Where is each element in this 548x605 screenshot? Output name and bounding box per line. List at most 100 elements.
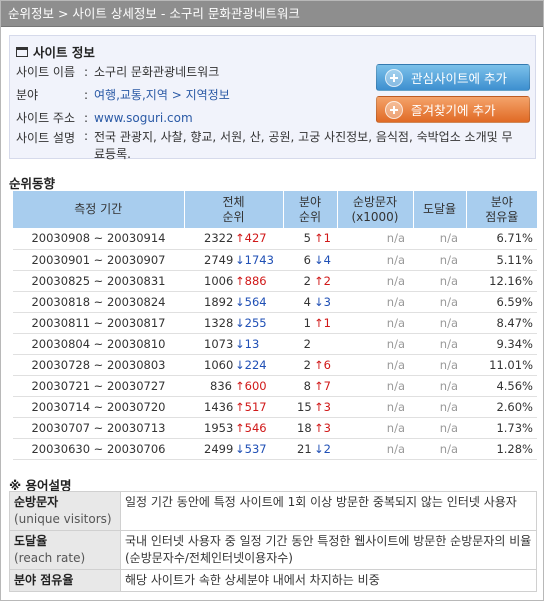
period-cell: 20030707 ~ 20030713 [13, 417, 184, 439]
total-rank-change: ↑600 [235, 378, 267, 393]
ranking-table: 측정 기간 전체 순위 분야 순위 순방문자 (x1000) 도달율 분야 점유율 20… [13, 191, 537, 460]
site-name-row: 사이트 이름: 소구리 문화관광네트워크 [16, 63, 219, 80]
table-row: 20030811 ~ 20030817 1328 ↓255 1 ↑1 n/a n/a 8.47… [13, 312, 537, 334]
category-arrow: > [171, 88, 182, 102]
field-rank-cell: 1 ↑1 [283, 312, 337, 334]
field-rank-cell: 21 ↓2 [283, 438, 337, 460]
field-rank-cell: 15 ↑3 [283, 396, 337, 418]
reach-cell: n/a [413, 291, 466, 313]
total-rank-cell: 1953 ↑546 [184, 417, 283, 439]
add-interest-site-button[interactable]: 관심사이트에 추가 [376, 64, 530, 91]
field-rank-change: ↑1 [314, 231, 331, 246]
table-row: 20030721 ~ 20030727 836 ↑600 8 ↑7 n/a n/a 4.56% [13, 375, 537, 397]
glossary-term: 순방문자 (unique visitors) [9, 491, 121, 531]
field-rank-change: ↑3 [314, 399, 331, 414]
header-share: 분야 점유율 [466, 191, 537, 228]
share-cell: 4.56% [466, 375, 537, 397]
glossary-term: 도달율 (reach rate) [9, 530, 121, 570]
share-cell: 6.59% [466, 291, 537, 313]
table-row: 20030630 ~ 20030706 2499 ↓537 21 ↓2 n/a n/a 1.2… [13, 438, 537, 460]
period-cell: 20030908 ~ 20030914 [13, 228, 184, 250]
total-rank-cell: 1328 ↓255 [184, 312, 283, 334]
total-rank-change: ↓255 [235, 315, 267, 330]
total-rank-cell: 2499 ↓537 [184, 438, 283, 460]
reach-cell: n/a [413, 375, 466, 397]
field-rank-cell: 5 ↑1 [283, 228, 337, 250]
field-rank-change: ↑3 [314, 420, 331, 435]
share-cell: 12.16% [466, 270, 537, 292]
breadcrumb: 순위정보 > 사이트 상세정보 - 소구리 문화관광네트워크 [1, 1, 543, 27]
site-info-title: 사이트 정보 [16, 42, 95, 61]
plus-icon [385, 100, 403, 119]
reach-cell: n/a [413, 333, 466, 355]
add-interest-site-label: 관심사이트에 추가 [411, 71, 507, 86]
header-field-rank: 분야 순위 [283, 191, 338, 228]
share-cell: 8.47% [466, 312, 537, 334]
period-cell: 20030804 ~ 20030810 [13, 333, 184, 355]
category-sub-link[interactable]: 지역정보 [185, 88, 230, 102]
field-rank-change: ↑6 [314, 357, 331, 372]
period-cell: 20030901 ~ 20030907 [13, 249, 184, 271]
site-name-label: 사이트 이름 [16, 65, 76, 79]
field-rank-cell: 6 ↓4 [283, 249, 337, 271]
ranking-header-row: 측정 기간 전체 순위 분야 순위 순방문자 (x1000) 도달율 분야 점유율 [13, 191, 537, 228]
share-cell: 6.71% [466, 228, 537, 250]
url-label: 사이트 주소 [16, 111, 76, 125]
glossary-term: 분야 점유율 [9, 569, 121, 592]
total-rank-cell: 2749 ↓1743 [184, 249, 283, 271]
glossary-title: ※ 용어설명 [9, 478, 72, 493]
table-row: 20030714 ~ 20030720 1436 ↑517 15 ↑3 n/a n/a 2.6… [13, 396, 537, 418]
share-cell: 9.34% [466, 333, 537, 355]
total-rank-change: ↑546 [235, 420, 267, 435]
site-url-link[interactable]: www.soguri.com [94, 111, 193, 125]
field-rank-cell: 2 ↑6 [283, 354, 337, 376]
total-rank-cell: 1060 ↓224 [184, 354, 283, 376]
field-rank-change: ↓2 [314, 441, 331, 456]
table-row: 20030818 ~ 20030824 1892 ↓564 4 ↓3 n/a n/a 6.59… [13, 291, 537, 313]
site-info-title-text: 사이트 정보 [33, 45, 95, 60]
reach-cell: n/a [413, 417, 466, 439]
visitors-cell: n/a [337, 333, 413, 355]
plus-icon [385, 68, 403, 87]
reach-cell: n/a [413, 354, 466, 376]
total-rank-cell: 1436 ↑517 [184, 396, 283, 418]
total-rank-change: ↓537 [235, 441, 267, 456]
total-rank-change: ↑517 [235, 399, 267, 414]
period-cell: 20030721 ~ 20030727 [13, 375, 184, 397]
separator: : [84, 129, 89, 143]
field-rank-change: ↓4 [314, 252, 331, 267]
total-rank-change: ↓13 [235, 336, 260, 351]
site-info-panel: 사이트 정보 사이트 이름: 소구리 문화관광네트워크 분야: 여행,교통,지역 >… [9, 35, 536, 161]
reach-cell: n/a [413, 228, 466, 250]
glossary-row: 분야 점유율 해당 사이트가 속한 상세분야 내에서 차지하는 비중 [9, 569, 537, 592]
total-rank-change: ↓564 [235, 294, 267, 309]
description-value: 전국 관광지, 사찰, 향교, 서원, 산, 공원, 고궁 사진정보, 음식점,… [94, 130, 513, 161]
category-main-link[interactable]: 여행,교통,지역 [94, 88, 168, 102]
field-rank-change: ↑2 [314, 273, 331, 288]
field-rank-change: ↑1 [314, 315, 331, 330]
visitors-cell: n/a [337, 438, 413, 460]
period-cell: 20030811 ~ 20030817 [13, 312, 184, 334]
visitors-cell: n/a [337, 270, 413, 292]
total-rank-cell: 1073 ↓13 [184, 333, 283, 355]
period-cell: 20030630 ~ 20030706 [13, 438, 184, 460]
visitors-cell: n/a [337, 291, 413, 313]
period-cell: 20030714 ~ 20030720 [13, 396, 184, 418]
glossary-definition: 국내 인터넷 사용자 중 일정 기간 동안 특정한 웹사이트에 방문한 순방문자… [120, 530, 537, 570]
field-rank-cell: 4 ↓3 [283, 291, 337, 313]
share-cell: 11.01% [466, 354, 537, 376]
category-row: 분야: 여행,교통,지역 > 지역정보 [16, 86, 230, 103]
header-period: 측정 기간 [13, 191, 185, 228]
total-rank-cell: 1892 ↓564 [184, 291, 283, 313]
separator: : [84, 65, 89, 79]
share-cell: 1.73% [466, 417, 537, 439]
table-row: 20030707 ~ 20030713 1953 ↑546 18 ↑3 n/a n/a 1.7… [13, 417, 537, 439]
reach-cell: n/a [413, 249, 466, 271]
share-cell: 2.60% [466, 396, 537, 418]
visitors-cell: n/a [337, 396, 413, 418]
visitors-cell: n/a [337, 228, 413, 250]
table-row: 20030901 ~ 20030907 2749 ↓1743 6 ↓4 n/a n/a 5.1… [13, 249, 537, 271]
add-favorite-button[interactable]: 즐겨찾기에 추가 [376, 96, 530, 123]
share-cell: 1.28% [466, 438, 537, 460]
